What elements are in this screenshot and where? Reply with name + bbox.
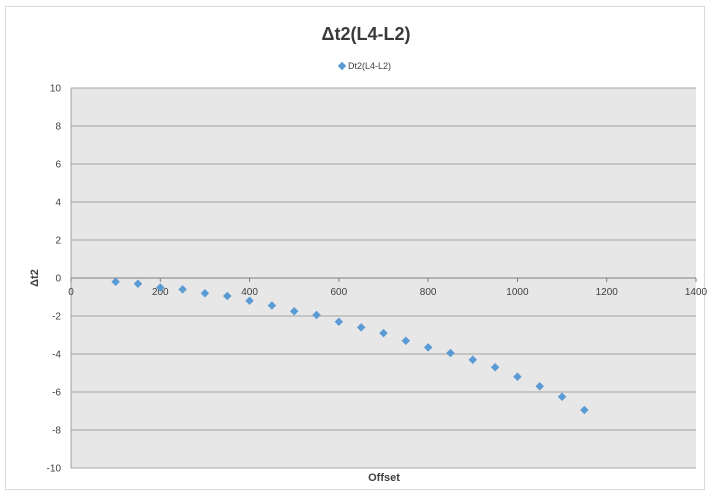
data-point: [200, 288, 210, 298]
x-tick-label: 1200: [596, 287, 619, 298]
x-axis: 0 200 400 600 800 1000 1200 1400: [68, 278, 708, 298]
y-tick-label: 4: [55, 198, 61, 209]
y-tick-label: -8: [52, 426, 61, 437]
y-tick-label: -6: [52, 388, 61, 399]
x-tick-label: 1400: [685, 287, 708, 298]
x-tick-label: 600: [331, 287, 348, 298]
y-axis: -10 -8 -6 -4 -2 0 2 4 6 8 10: [47, 84, 62, 475]
y-tick-label: -10: [47, 464, 62, 475]
legend-label: Dt2(L4-L2): [348, 61, 391, 71]
legend: Dt2(L4-L2): [337, 61, 391, 71]
x-tick-label: 0: [68, 287, 74, 298]
data-point: [267, 301, 277, 310]
y-tick-label: 6: [55, 160, 61, 171]
data-point: [289, 307, 299, 316]
x-axis-title: Offset: [368, 472, 400, 484]
data-point: [401, 336, 411, 345]
data-point: [156, 283, 165, 292]
data-point: [133, 279, 143, 288]
data-point: [334, 317, 344, 326]
data-point: [490, 363, 500, 372]
y-tick-label: -4: [52, 350, 61, 361]
data-point: [446, 348, 455, 358]
chart-title: Δt2(L4-L2): [322, 24, 411, 44]
x-tick-label: 1000: [506, 287, 529, 298]
x-tick-label: 800: [420, 287, 437, 298]
legend-marker: [337, 61, 347, 71]
gridlines: [70, 87, 696, 469]
data-point: [379, 328, 388, 338]
x-tick-label: 200: [152, 287, 169, 298]
data-point: [423, 343, 433, 352]
data-point: [356, 323, 366, 332]
data-point: [312, 310, 321, 320]
y-tick-label: 8: [55, 122, 61, 133]
y-tick-label: 0: [55, 274, 61, 285]
data-point: [178, 285, 187, 294]
data-point: [468, 355, 478, 364]
y-tick-label: -2: [52, 312, 61, 323]
y-axis-title: Δt2: [29, 269, 41, 287]
y-tick-label: 2: [55, 236, 61, 247]
data-points: [111, 277, 589, 415]
y-tick-label: 10: [50, 84, 62, 95]
data-point: [223, 291, 232, 301]
x-tick-label: 400: [241, 287, 258, 298]
data-point: [111, 277, 120, 287]
data-point: [245, 296, 254, 306]
